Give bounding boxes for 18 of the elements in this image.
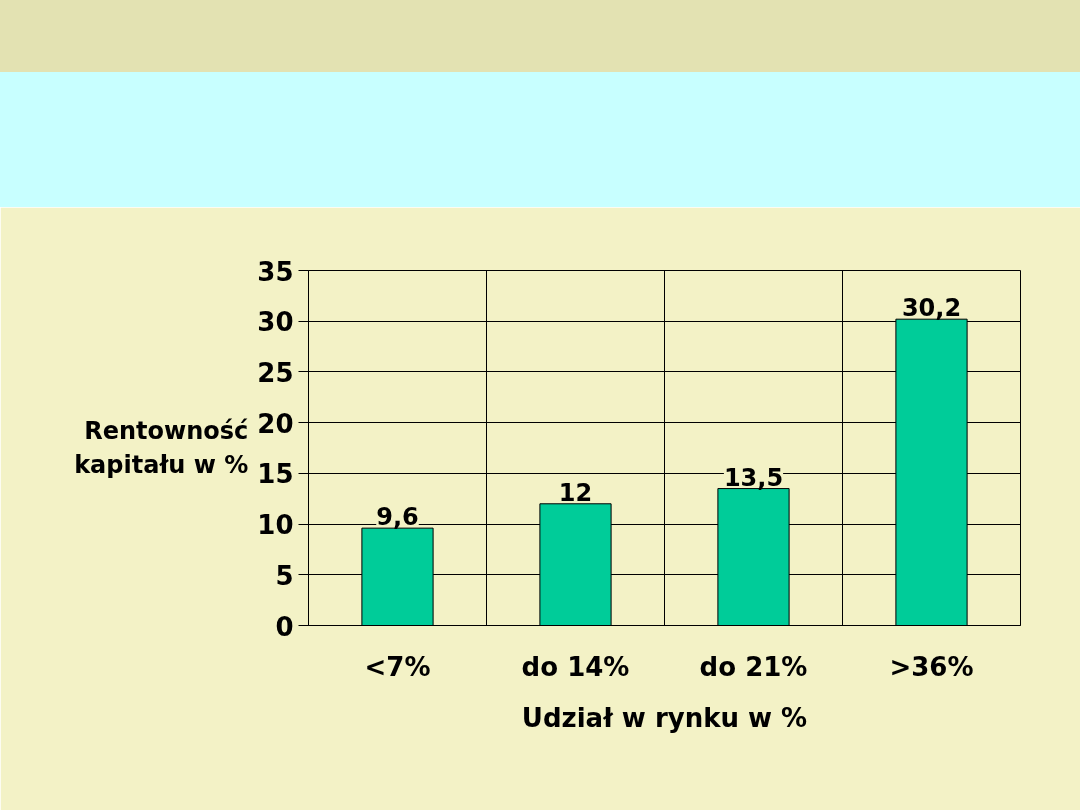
data-label: 9,6 (376, 503, 419, 532)
data-label: 12 (558, 478, 593, 507)
x-tick-label: do 14% (521, 651, 630, 682)
x-tick-label: >36% (889, 651, 974, 682)
x-tick-label: do 21% (699, 651, 808, 682)
y-axis-title: Rentowność kapitału w % (74, 417, 249, 479)
y-tick-label: 5 (275, 560, 294, 591)
y-tick-label: 10 (257, 510, 294, 541)
y-tick-label: 25 (257, 357, 294, 388)
data-label: 30,2 (901, 294, 962, 323)
data-label: 13,5 (723, 463, 784, 492)
y-tick-label: 35 (257, 256, 294, 287)
y-tick-label: 20 (257, 408, 294, 439)
y-tick-label: 15 (257, 459, 294, 490)
y-tick-label: 0 (275, 611, 294, 642)
y-tick-label: 30 (257, 307, 294, 338)
x-tick-label: <7% (364, 651, 431, 682)
x-axis-title: Udział w rynku w % (521, 702, 808, 733)
